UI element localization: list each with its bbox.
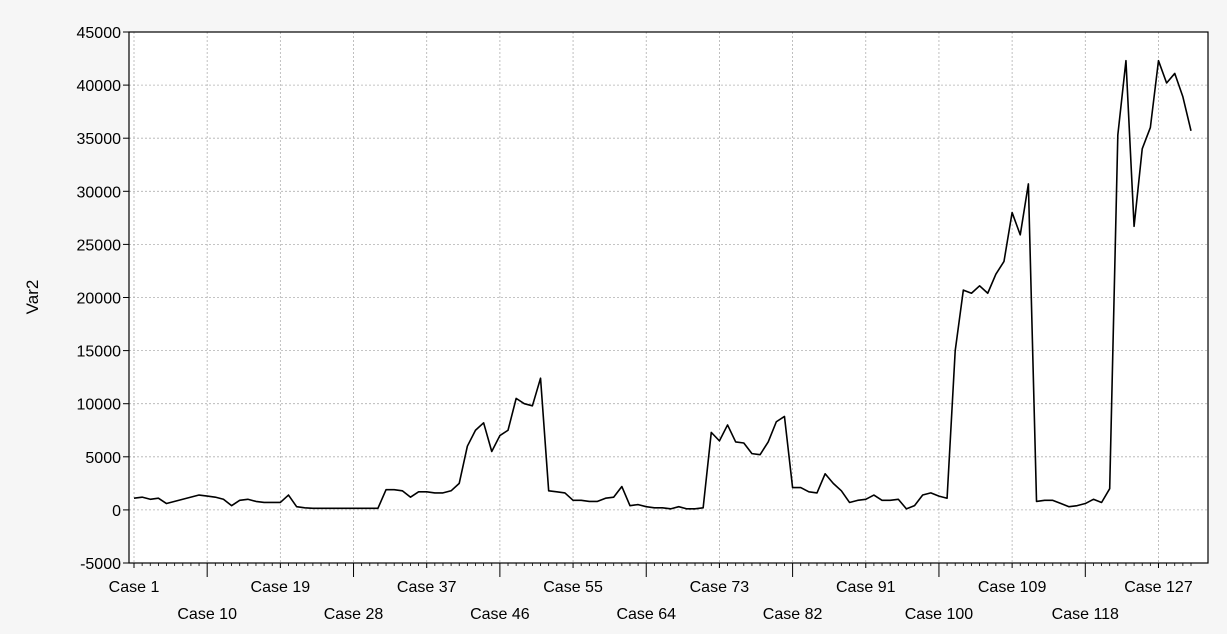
y-tick-label: 5000: [85, 450, 121, 467]
y-tick-label: 10000: [77, 397, 122, 414]
y-axis-label: Var2: [23, 280, 42, 315]
x-tick-label: Case 64: [616, 606, 676, 623]
x-tick-label: Case 82: [763, 606, 823, 623]
x-tick-label: Case 91: [836, 579, 896, 596]
x-tick-label: Case 73: [690, 579, 750, 596]
y-tick-label: 30000: [77, 184, 122, 201]
y-tick-label: 35000: [77, 131, 122, 148]
series-line-0: [133, 59, 1192, 510]
x-tick-label: Case 118: [1052, 606, 1119, 623]
series-group: [133, 59, 1192, 510]
y-tick-label: 15000: [77, 344, 122, 361]
x-tick-label: Case 10: [177, 606, 237, 623]
y-tick-label: 0: [112, 503, 121, 520]
x-tick-label: Case 28: [324, 606, 384, 623]
x-tick-label: Case 1: [109, 579, 160, 596]
x-tick-label: Case 37: [397, 579, 457, 596]
x-tick-label: Case 55: [543, 579, 603, 596]
x-tick-label: Case 19: [251, 579, 311, 596]
grid-lines: [129, 32, 1208, 563]
y-tick-label: 45000: [77, 25, 122, 42]
x-tick-label: Case 109: [978, 579, 1047, 596]
y-axis: -5000 0 5000 10000 15000 20000 25000 30000 35000…: [77, 25, 129, 573]
x-axis: Case 1 Case 10 Case 19 Case 28 Case 37 Case 4…: [109, 563, 1193, 623]
x-tick-label: Case 127: [1124, 579, 1193, 596]
y-tick-label: 40000: [77, 78, 122, 95]
x-tick-label: Case 46: [470, 606, 530, 623]
plot-area: [129, 32, 1208, 563]
y-tick-label: 25000: [77, 237, 122, 254]
y-tick-label: -5000: [80, 556, 121, 573]
y-tick-label: 20000: [77, 291, 122, 308]
x-tick-label: Case 100: [905, 606, 974, 623]
